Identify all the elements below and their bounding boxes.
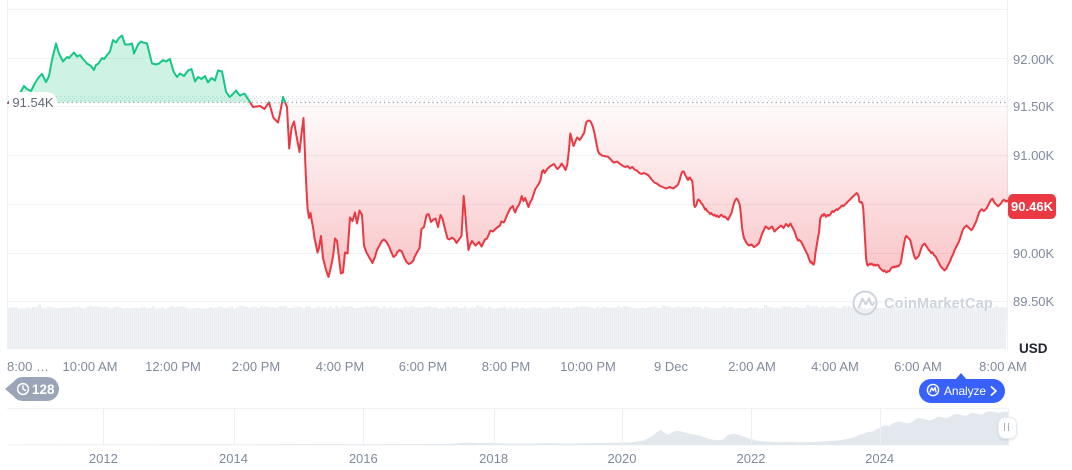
svg-text:CoinMarketCap: CoinMarketCap [884,296,993,312]
svg-text:128: 128 [32,382,55,397]
